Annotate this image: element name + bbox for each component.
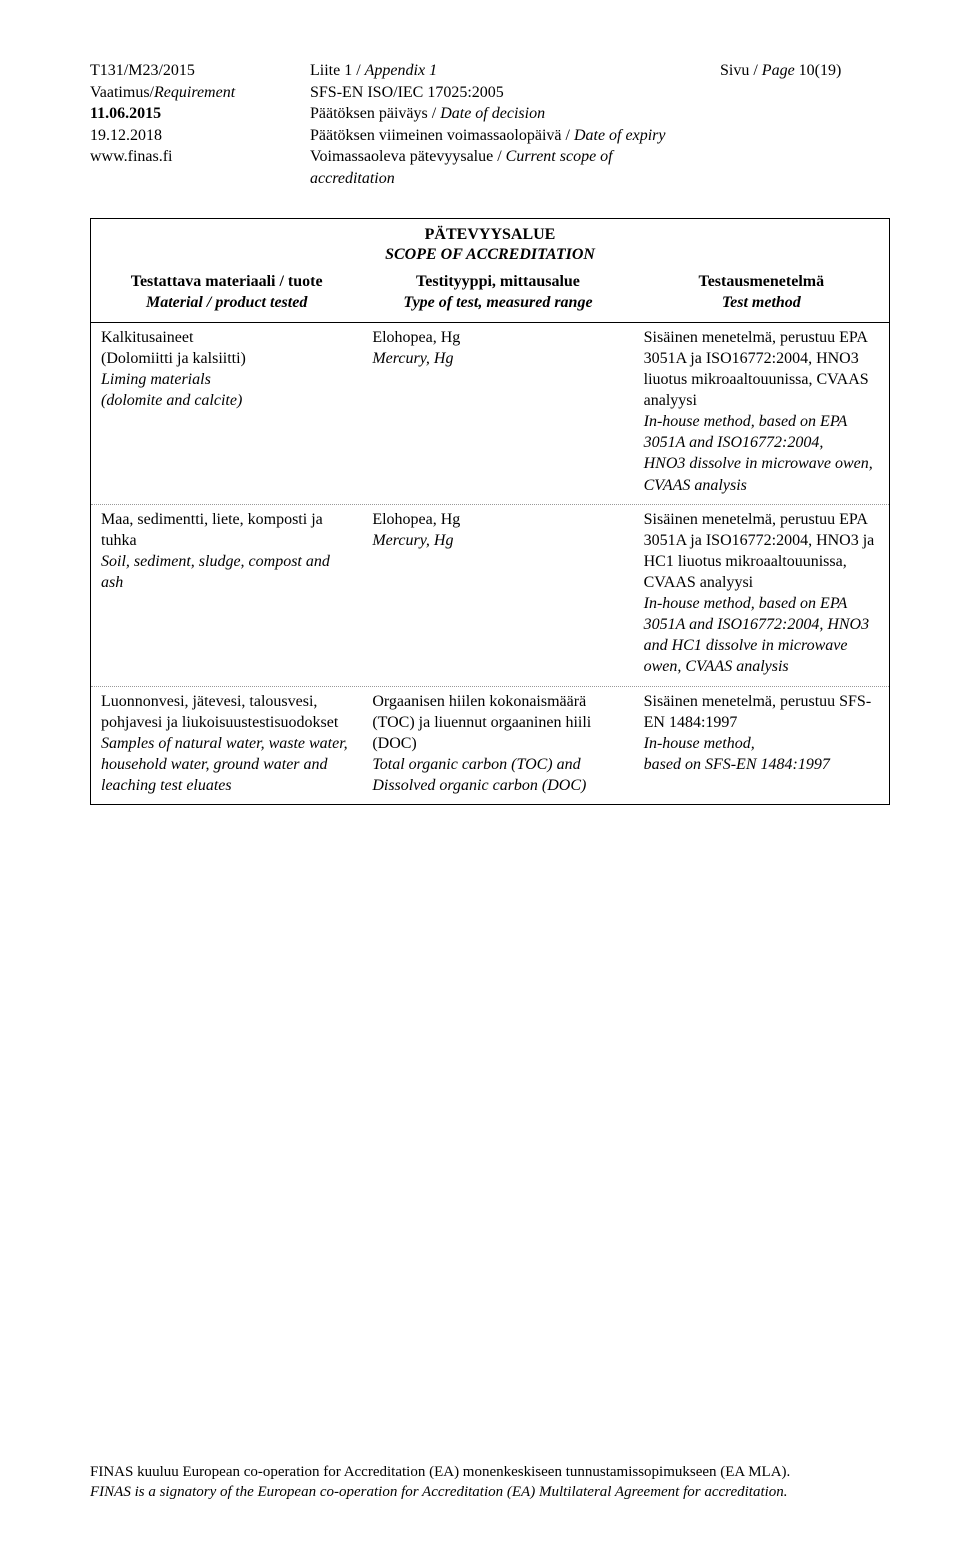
header-right: Sivu / Page 10(19) (720, 60, 890, 190)
c1-header-en: Material / product tested (101, 293, 352, 314)
req-label-en: Requirement (154, 84, 235, 101)
col2-header: Testityyppi, mittausalue Type of test, m… (362, 268, 633, 322)
c3-header-en: Test method (644, 293, 879, 314)
col3-header: Testausmenetelmä Test method (634, 268, 889, 322)
test-type-cell: Elohopea, HgMercury, Hg (362, 505, 633, 686)
header-left: T131/M23/2015 Vaatimus/Requirement 11.06… (90, 60, 280, 190)
method-cell: Sisäinen menetelmä, perustuu EPA 3051A j… (634, 323, 889, 504)
title-fi: PÄTEVYYSALUE (91, 225, 889, 246)
decision-line: Päätöksen päiväys / Date of decision (310, 103, 690, 125)
date1-text: 11.06.2015 (90, 105, 161, 122)
material-cell: Kalkitusaineet(Dolomiitti ja kalsiitti)L… (91, 323, 362, 504)
table-row: Maa, sedimentti, liete, komposti ja tuhk… (91, 504, 889, 686)
method-cell: Sisäinen menetelmä, perustuu EPA 3051A j… (634, 505, 889, 686)
standard: SFS-EN ISO/IEC 17025:2005 (310, 82, 690, 104)
c2-header-fi: Testityyppi, mittausalue (372, 272, 623, 293)
appendix-line: Liite 1 / Appendix 1 (310, 60, 690, 82)
c2-header-en: Type of test, measured range (372, 293, 623, 314)
table-header-row: Testattava materiaali / tuote Material /… (91, 268, 889, 323)
scope-line: Voimassaoleva pätevyysalue / Current sco… (310, 146, 690, 189)
date-expiry: 19.12.2018 (90, 125, 280, 147)
table-body: Kalkitusaineet(Dolomiitti ja kalsiitti)L… (91, 323, 889, 804)
test-type-cell: Elohopea, HgMercury, Hg (362, 323, 633, 504)
decision-en: Date of decision (440, 105, 545, 122)
table-row: Kalkitusaineet(Dolomiitti ja kalsiitti)L… (91, 323, 889, 504)
col1-header: Testattava materiaali / tuote Material /… (91, 268, 362, 322)
page-fi: Sivu / (720, 62, 762, 79)
table-row: Luonnonvesi, jätevesi, talousvesi, pohja… (91, 686, 889, 805)
page-num: 10(19) (795, 62, 842, 79)
title-en: SCOPE OF ACCREDITATION (91, 245, 889, 266)
doc-code: T131/M23/2015 (90, 60, 280, 82)
page-en: Page (762, 62, 795, 79)
expiry-fi: Päätöksen viimeinen voimassaolopäivä / (310, 127, 574, 144)
appendix-en: Appendix 1 (365, 62, 437, 79)
c1-header-fi: Testattava materiaali / tuote (101, 272, 352, 293)
page-number: Sivu / Page 10(19) (720, 60, 890, 82)
date-decision: 11.06.2015 (90, 103, 280, 125)
decision-fi: Päätöksen päiväys / (310, 105, 440, 122)
req-label-fi: Vaatimus/ (90, 84, 154, 101)
c3-header-fi: Testausmenetelmä (644, 272, 879, 293)
method-cell: Sisäinen menetelmä, perustuu SFS-EN 1484… (634, 687, 889, 805)
expiry-line: Päätöksen viimeinen voimassaolopäivä / D… (310, 125, 690, 147)
page-footer: FINAS kuuluu European co-operation for A… (90, 1462, 890, 1503)
requirement-label: Vaatimus/Requirement (90, 82, 280, 104)
test-type-cell: Orgaanisen hiilen kokonaismäärä (TOC) ja… (362, 687, 633, 805)
material-cell: Maa, sedimentti, liete, komposti ja tuhk… (91, 505, 362, 686)
url: www.finas.fi (90, 146, 280, 168)
material-cell: Luonnonvesi, jätevesi, talousvesi, pohja… (91, 687, 362, 805)
footer-line2: FINAS is a signatory of the European co-… (90, 1482, 890, 1502)
expiry-en: Date of expiry (574, 127, 666, 144)
page-header: T131/M23/2015 Vaatimus/Requirement 11.06… (90, 60, 890, 190)
footer-line1: FINAS kuuluu European co-operation for A… (90, 1462, 890, 1482)
table-title: PÄTEVYYSALUE SCOPE OF ACCREDITATION (91, 219, 889, 269)
header-mid: Liite 1 / Appendix 1 SFS-EN ISO/IEC 1702… (310, 60, 690, 190)
scope-fi: Voimassaoleva pätevyysalue / (310, 148, 506, 165)
accreditation-table: PÄTEVYYSALUE SCOPE OF ACCREDITATION Test… (90, 218, 890, 805)
appendix-fi: Liite 1 / (310, 62, 365, 79)
